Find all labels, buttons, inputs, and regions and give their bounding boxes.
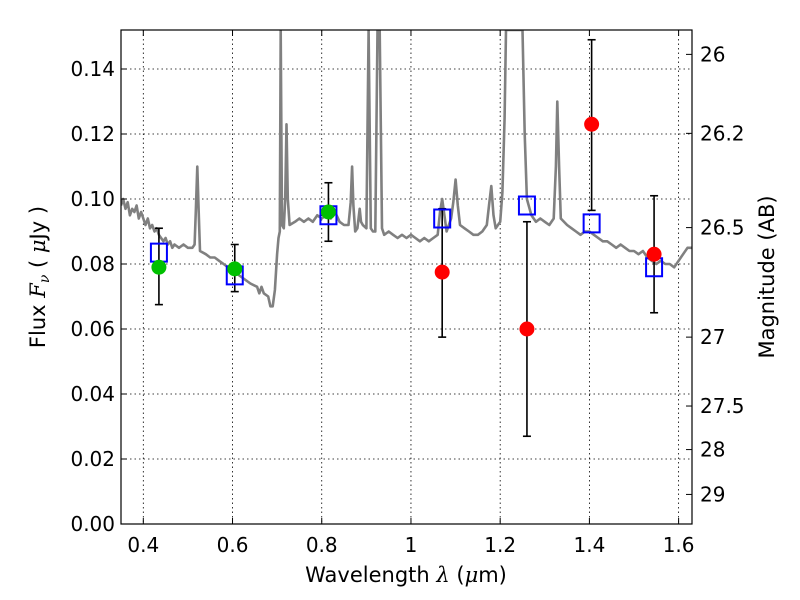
x-tick-label: 0.4 xyxy=(127,533,159,557)
y-tick-label: 0.10 xyxy=(70,187,115,211)
y-tick-label: 0.14 xyxy=(70,57,115,81)
model-square-marker xyxy=(582,213,601,234)
y-axis-label-unit-close: Jy ) xyxy=(26,206,50,242)
y-tick-label: 0.08 xyxy=(70,252,115,276)
spectrum-line xyxy=(121,30,692,308)
data-point-marker xyxy=(646,246,662,262)
model-square-marker xyxy=(517,195,536,216)
y-axis-label-symbol: F xyxy=(26,282,50,299)
x-tick-label: 0.6 xyxy=(217,533,249,557)
y-tick-label: 0.04 xyxy=(70,382,115,406)
y2-tick-label: 26.2 xyxy=(700,121,745,145)
y2-tick-label: 27 xyxy=(700,325,725,349)
x-axis-label-unit-close: m) xyxy=(478,563,507,587)
data-point-marker xyxy=(320,204,336,220)
x-axis-label-prefix: Wavelength xyxy=(305,563,436,587)
data-point-marker xyxy=(434,264,450,280)
x-axis-label-unit-open: ( xyxy=(450,563,465,587)
axis-ticks: 0.4 0.6 0.8 1 1.2 1.4 1.6 0.00 0.02 0.04 0.06 0.08 0… xyxy=(70,30,745,557)
x-axis-label-symbol: λ xyxy=(435,563,449,587)
y-tick-label: 0.06 xyxy=(70,317,115,341)
x-tick-label: 1 xyxy=(405,533,418,557)
x-tick-label: 0.8 xyxy=(306,533,338,557)
x-axis-label: Wavelength λ (μm) xyxy=(305,563,507,587)
plot-frame xyxy=(120,29,693,525)
data-point-marker xyxy=(519,321,535,337)
y2-tick-label: 26.5 xyxy=(700,216,745,240)
y2-tick-label: 28 xyxy=(700,438,725,462)
y-axis-label-prefix: Flux xyxy=(26,298,50,348)
x-tick-label: 1.2 xyxy=(484,533,516,557)
model-square-marker xyxy=(433,208,452,229)
y2-axis-label: Magnitude (AB) xyxy=(755,195,779,358)
y-axis-label: Flux Fν ( μJy ) xyxy=(26,206,53,348)
y-axis-label-unit-open: ( xyxy=(26,253,50,275)
data-point-marker xyxy=(584,116,600,132)
y2-tick-label: 29 xyxy=(700,482,725,506)
spectrum-series xyxy=(121,30,692,308)
x-axis-label-unit-mu: μ xyxy=(465,563,479,587)
y-axis-label-unit-mu: μ xyxy=(26,239,50,253)
data-point-marker xyxy=(227,261,243,277)
y2-tick-label: 27.5 xyxy=(700,394,745,418)
y-tick-label: 0.00 xyxy=(70,512,115,536)
y2-tick-label: 26 xyxy=(700,42,725,66)
y-axis-label-sub: ν xyxy=(37,274,53,283)
x-tick-label: 1.4 xyxy=(573,533,605,557)
y-tick-label: 0.02 xyxy=(70,447,115,471)
x-tick-label: 1.6 xyxy=(663,533,695,557)
y-tick-label: 0.12 xyxy=(70,122,115,146)
data-point-marker xyxy=(151,259,167,275)
grid-lines xyxy=(121,30,692,524)
data-markers xyxy=(149,116,664,337)
